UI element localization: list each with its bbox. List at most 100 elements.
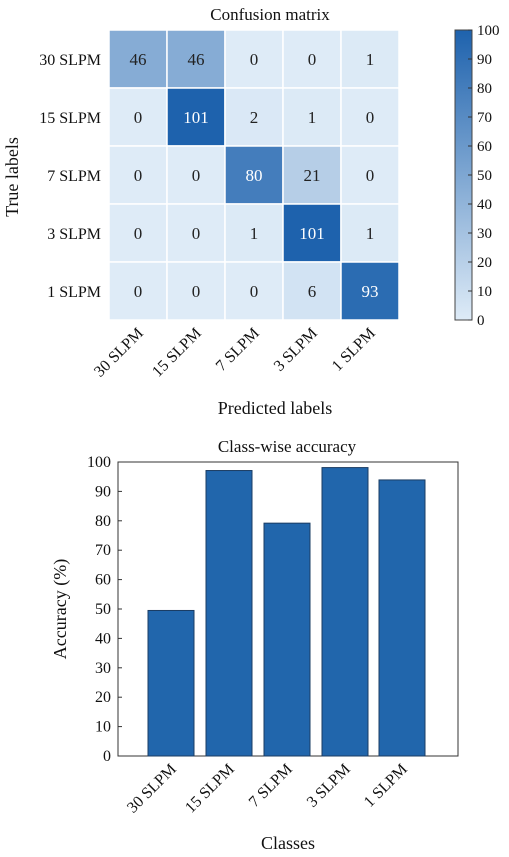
cm-cell-value: 0 [134, 166, 143, 185]
bar-chart-xlabel: Classes [261, 833, 315, 853]
confusion-matrix-y-tick-labels: 30 SLPM 15 SLPM 7 SLPM 3 SLPM 1 SLPM [39, 52, 101, 301]
cm-y-tick-label: 7 SLPM [47, 168, 101, 185]
cm-cell-value: 46 [188, 50, 205, 69]
accuracy-bar-chart: Class-wise accuracy 0 10 20 30 40 50 60 70 80 90 1… [50, 437, 459, 853]
cm-cell [340, 87, 400, 147]
bar-y-tick-label: 40 [95, 630, 111, 647]
cm-cell [166, 203, 226, 263]
cm-x-tick-label: 15 SLPM [149, 325, 205, 381]
accuracy-bar [147, 609, 195, 757]
cm-cell-value: 0 [192, 224, 201, 243]
confusion-matrix-chart: Confusion matrix 46 46 0 0 10 101 2 1 00 0 80 21 00 0… [2, 5, 400, 418]
cm-cell-value: 0 [250, 50, 259, 69]
cm-cell-value: 0 [366, 108, 375, 127]
bar-chart-ylabel: Accuracy (%) [50, 559, 71, 659]
bar-y-tick-label: 100 [87, 454, 111, 471]
bar-y-tick-label: 0 [103, 748, 111, 765]
accuracy-bar [378, 479, 426, 757]
colorbar-tick-label: 40 [477, 197, 492, 213]
bar-chart-y-ticks: 0 10 20 30 40 50 60 70 80 90 100 [87, 454, 122, 765]
bar-chart-title: Class-wise accuracy [218, 437, 357, 456]
cm-cell [108, 261, 168, 321]
bar-y-tick-label: 50 [95, 601, 111, 618]
confusion-matrix-cells: 46 46 0 0 10 101 2 1 00 0 80 21 00 0 1 101 10 0 0 6 93 [108, 29, 400, 321]
cm-y-tick-label: 15 SLPM [39, 110, 101, 127]
cm-cell-value: 1 [366, 224, 375, 243]
colorbar-tick-label: 20 [477, 255, 492, 271]
cm-cell-value: 1 [250, 224, 259, 243]
colorbar-tick-label: 90 [477, 52, 492, 68]
bar-x-tick-label: 7 SLPM [246, 761, 296, 811]
cm-cell-value: 6 [308, 282, 317, 301]
cm-x-tick-label: 7 SLPM [213, 325, 263, 375]
cm-cell-value: 93 [362, 282, 379, 301]
accuracy-bar [321, 467, 369, 757]
bar-x-tick-label: 15 SLPM [182, 761, 238, 817]
colorbar-tick-label: 50 [477, 168, 492, 184]
cm-cell-value: 0 [366, 166, 375, 185]
bar-x-tick-label: 30 SLPM [124, 761, 180, 817]
bar-y-tick-label: 20 [95, 689, 111, 706]
cm-y-tick-label: 30 SLPM [39, 52, 101, 69]
cm-cell-value: 0 [192, 282, 201, 301]
colorbar-tick-label: 80 [477, 81, 492, 97]
cm-cell-value: 101 [183, 108, 209, 127]
confusion-matrix-x-tick-labels: 30 SLPM 15 SLPM 7 SLPM 3 SLPM 1 SLPM [91, 325, 379, 381]
cm-cell [166, 145, 226, 205]
cm-y-tick-label: 1 SLPM [47, 284, 101, 301]
cm-cell [166, 29, 226, 89]
colorbar-tick-label: 30 [477, 226, 492, 242]
cm-cell-value: 1 [308, 108, 317, 127]
cm-cell-value: 0 [134, 282, 143, 301]
cm-cell [340, 203, 400, 263]
cm-cell [108, 203, 168, 263]
cm-x-tick-label: 30 SLPM [91, 325, 147, 381]
colorbar-tick-label: 10 [477, 284, 492, 300]
confusion-matrix-title: Confusion matrix [210, 5, 330, 24]
cm-cell [166, 261, 226, 321]
cm-cell [282, 145, 342, 205]
cm-cell-value: 2 [250, 108, 259, 127]
bar-y-tick-label: 90 [95, 483, 111, 500]
cm-cell-value: 21 [304, 166, 321, 185]
bar-x-tick-label: 1 SLPM [361, 761, 411, 811]
bar-chart-bars [147, 467, 426, 757]
cm-x-tick-label: 3 SLPM [271, 325, 321, 375]
cm-cell-value: 0 [192, 166, 201, 185]
cm-cell-value: 1 [366, 50, 375, 69]
confusion-matrix-xlabel: Predicted labels [218, 398, 332, 418]
bar-y-tick-label: 60 [95, 572, 111, 589]
bar-x-tick-label: 3 SLPM [304, 761, 354, 811]
cm-cell-value: 101 [299, 224, 325, 243]
cm-cell-value: 0 [308, 50, 317, 69]
colorbar-tick-label: 100 [477, 23, 500, 39]
accuracy-bar [263, 522, 311, 757]
bar-y-tick-label: 80 [95, 513, 111, 530]
cm-cell [108, 87, 168, 147]
cm-x-tick-label: 1 SLPM [329, 325, 379, 375]
accuracy-bar [205, 470, 253, 757]
colorbar-ticks: 0 10 20 30 40 50 60 70 80 90 100 [468, 23, 500, 329]
cm-cell [282, 203, 342, 263]
cm-cell-value: 80 [246, 166, 263, 185]
cm-cell [224, 261, 284, 321]
cm-cell-value: 0 [134, 108, 143, 127]
colorbar-tick-label: 70 [477, 110, 492, 126]
cm-cell [224, 203, 284, 263]
cm-cell [224, 87, 284, 147]
cm-cell-value: 0 [250, 282, 259, 301]
cm-cell [340, 261, 400, 321]
colorbar-tick-label: 0 [477, 313, 485, 329]
cm-cell-value: 46 [130, 50, 147, 69]
bar-y-tick-label: 10 [95, 719, 111, 736]
cm-y-tick-label: 3 SLPM [47, 226, 101, 243]
bar-y-tick-label: 70 [95, 542, 111, 559]
bar-y-tick-label: 30 [95, 660, 111, 677]
cm-cell [108, 29, 168, 89]
colorbar: 0 10 20 30 40 50 60 70 80 90 100 [454, 23, 500, 329]
confusion-matrix-ylabel: True labels [2, 137, 22, 217]
bar-chart-x-tick-labels: 30 SLPM 15 SLPM 7 SLPM 3 SLPM 1 SLPM [124, 761, 411, 817]
cm-cell-value: 0 [134, 224, 143, 243]
colorbar-tick-label: 60 [477, 139, 492, 155]
